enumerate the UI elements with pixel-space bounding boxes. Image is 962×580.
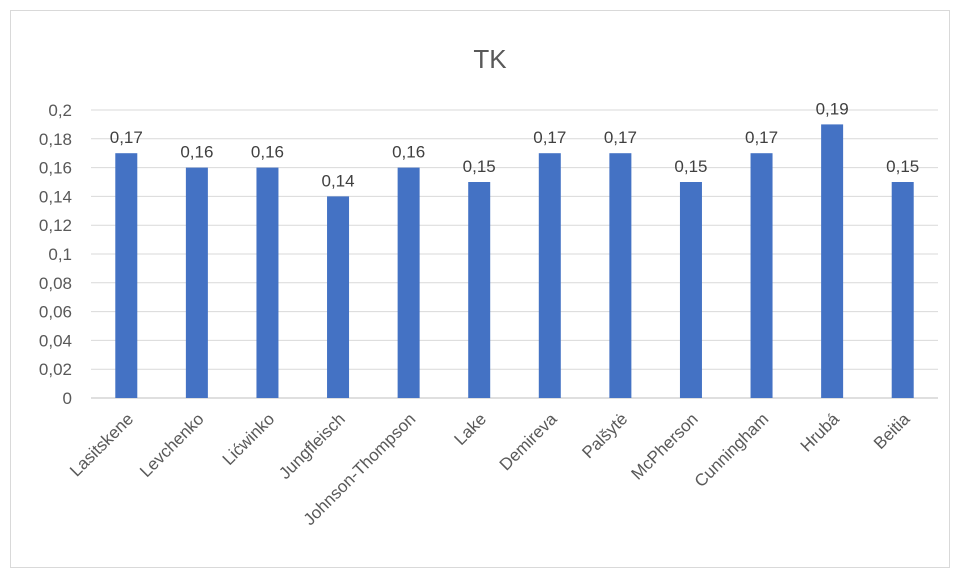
y-tick-label: 0,14: [39, 187, 72, 206]
data-label: 0,16: [251, 143, 284, 162]
data-label: 0,16: [180, 143, 213, 162]
y-tick-label: 0,1: [48, 245, 72, 264]
x-category-label: Demireva: [496, 409, 561, 474]
y-tick-label: 0,18: [39, 130, 72, 149]
x-category-label: Lićwinko: [219, 409, 279, 469]
data-labels: 0,17 0,16 0,16 0,14 0,16 0,15 0,17 0,17 0,15 0,17…: [110, 99, 920, 190]
chart-title: TK: [473, 44, 507, 74]
y-tick-label: 0: [63, 389, 72, 408]
bar-lasitskene: [115, 153, 138, 398]
bar-jungfleisch: [327, 196, 350, 398]
bar-lake: [468, 182, 491, 398]
bar-levchenko: [185, 167, 208, 398]
data-label: 0,17: [110, 128, 143, 147]
x-category-label: Lasitskene: [66, 409, 137, 480]
data-label: 0,19: [816, 99, 849, 118]
bars: [115, 124, 914, 399]
data-label: 0,17: [533, 128, 566, 147]
y-tick-label: 0,16: [39, 159, 72, 178]
data-label: 0,15: [886, 157, 919, 176]
x-category-label: Lake: [451, 409, 491, 449]
x-category-label: Hrubá: [797, 409, 844, 456]
bar-pal-yt-: [609, 153, 632, 398]
bar-beitia: [891, 182, 914, 398]
bar-hrub-: [821, 124, 844, 399]
data-label: 0,16: [392, 143, 425, 162]
bar-demireva: [538, 153, 561, 398]
data-label: 0,14: [321, 171, 354, 190]
x-category-label: Palšytė: [578, 409, 631, 462]
bar-li-winko: [256, 167, 279, 398]
bar-johnson-thompson: [397, 167, 420, 398]
y-tick-label: 0,08: [39, 274, 72, 293]
y-tick-label: 0,2: [48, 101, 72, 120]
x-category-label: Beitia: [870, 409, 914, 453]
x-category-label: Cunningham: [691, 409, 773, 491]
gridlines: [91, 109, 938, 399]
bar-cunningham: [750, 153, 773, 398]
y-tick-label: 0,04: [39, 331, 72, 350]
y-tick-label: 0,02: [39, 360, 72, 379]
y-tick-label: 0,06: [39, 303, 72, 322]
x-category-label: McPherson: [628, 409, 702, 483]
data-label: 0,17: [604, 128, 637, 147]
data-label: 0,15: [674, 157, 707, 176]
x-category-label: Levchenko: [136, 409, 208, 481]
data-label: 0,17: [745, 128, 778, 147]
x-category-label: Jungfleisch: [275, 409, 349, 483]
data-label: 0,15: [463, 157, 496, 176]
y-axis-ticks: 0 0,02 0,04 0,06 0,08 0,1 0,12 0,14 0,16 0,18 0,2: [39, 101, 72, 408]
y-tick-label: 0,12: [39, 216, 72, 235]
bar-mcpherson: [679, 182, 702, 398]
